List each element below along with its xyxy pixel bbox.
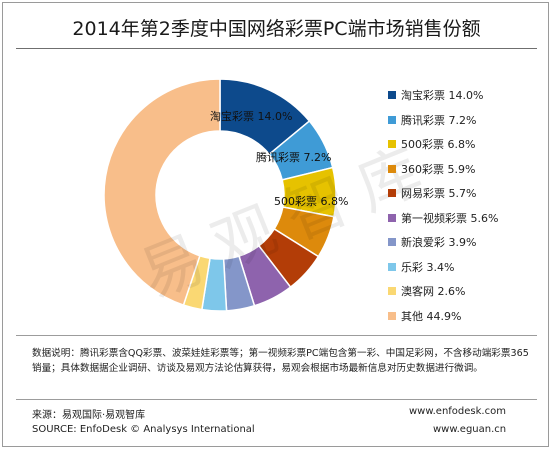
legend-label: 500彩票 6.8% [401, 138, 476, 151]
legend-swatch [388, 91, 396, 99]
website-enfodesk: www.enfodesk.com [409, 406, 506, 417]
legend-swatch [388, 115, 396, 124]
legend-label: 网易彩票 5.7% [401, 187, 477, 200]
legend-swatch [388, 189, 396, 197]
slice-label-3: 500彩票 6.8% [274, 195, 348, 208]
legend-label: 澳客网 2.6% [401, 285, 466, 298]
source-cn: 来源：易观国际·易观智库 [32, 410, 146, 421]
legend-swatch [388, 164, 396, 173]
legend-label: 腾讯彩票 7.2% [401, 113, 477, 127]
legend-swatch [388, 311, 396, 320]
legend-label: 新浪爱彩 3.9% [401, 236, 477, 249]
note-divider [16, 335, 537, 336]
legend-label: 其他 44.9% [401, 309, 462, 323]
legend-label: 第一视频彩票 5.6% [401, 211, 499, 225]
legend-swatch [388, 238, 396, 246]
pie-slice-10 [103, 78, 221, 307]
legend-label: 乐彩 3.4% [401, 260, 455, 274]
slice-label-1: 淘宝彩票 14.0% [210, 109, 292, 123]
chart-frame [2, 2, 549, 447]
legend-swatch [388, 213, 396, 222]
legend-swatch [388, 262, 396, 271]
slice-label-2: 腾讯彩票 7.2% [256, 150, 331, 164]
data-note: 数据说明：腾讯彩票含QQ彩票、波菜娃娃彩票等；第一视频彩票PC端包含第一彩、中国… [32, 348, 529, 374]
title-divider [16, 48, 537, 49]
legend-swatch [388, 140, 396, 148]
legend-swatch [388, 287, 396, 295]
legend-label: 淘宝彩票 14.0% [401, 89, 484, 102]
source-divider [16, 399, 537, 400]
source-en: SOURCE: EnfoDesk © Analysys Internationa… [32, 424, 255, 435]
legend-label: 360彩票 5.9% [401, 162, 476, 176]
chart-title: 2014年第2季度中国网络彩票PC端市场销售份额 [72, 18, 481, 40]
website-eguan: www.eguan.cn [433, 424, 507, 435]
